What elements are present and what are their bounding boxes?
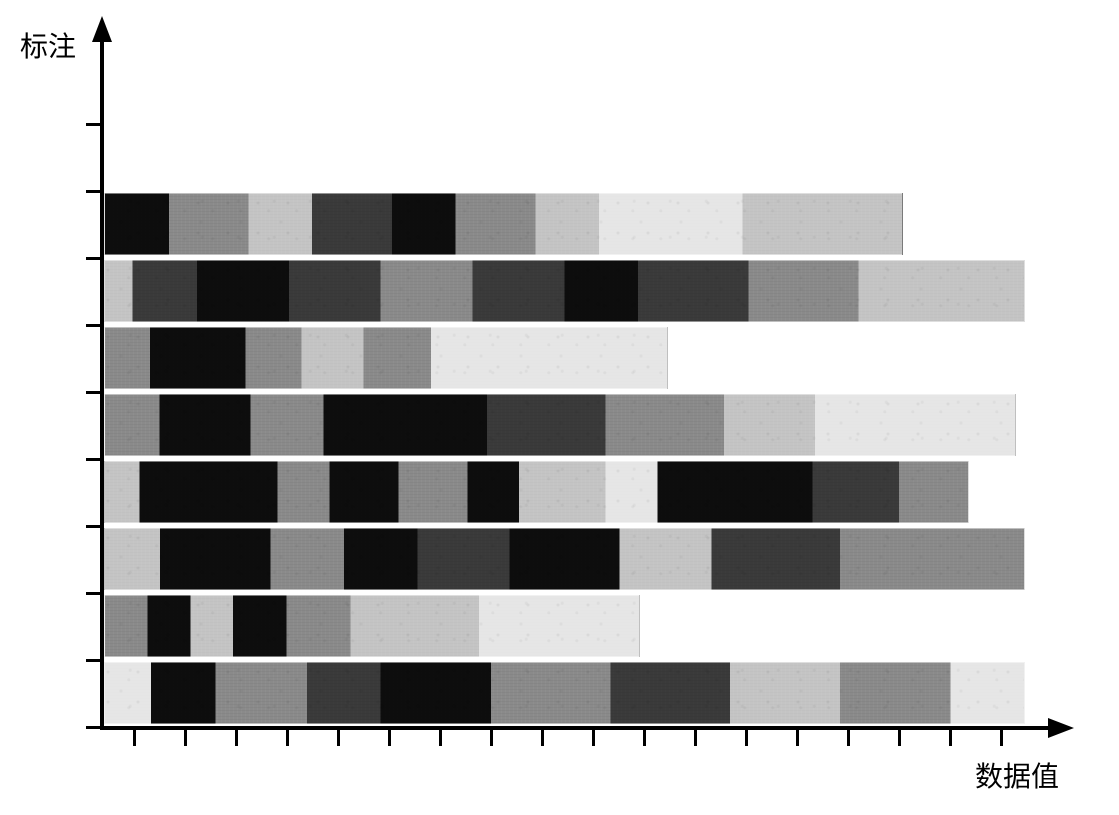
speckle-overlay [105,596,639,656]
y-tick [86,525,100,528]
x-tick [337,730,340,746]
speckle-overlay [105,529,1024,589]
speckle-overlay [105,395,1015,455]
x-tick [694,730,697,746]
y-tick [86,659,100,662]
density-bar-row [104,394,1016,456]
x-tick [286,730,289,746]
x-tick [745,730,748,746]
speckle-overlay [105,328,667,388]
x-tick [133,730,136,746]
x-tick [184,730,187,746]
x-tick [592,730,595,746]
x-axis [100,726,1050,730]
density-bar-row [104,461,969,523]
x-tick [541,730,544,746]
density-bar-row [104,193,903,255]
x-tick [949,730,952,746]
y-tick [86,458,100,461]
density-bar-chart: 标注 数据值 [20,20,1099,795]
density-bar-row [104,595,640,657]
x-tick [490,730,493,746]
speckle-overlay [105,663,1024,723]
density-bar-row [104,260,1025,322]
x-tick [1000,730,1003,746]
x-tick [796,730,799,746]
x-tick [235,730,238,746]
y-tick [86,391,100,394]
y-tick [86,324,100,327]
density-bar-row [104,662,1025,724]
y-tick [86,257,100,260]
x-tick [388,730,391,746]
x-tick [643,730,646,746]
y-tick [86,123,100,126]
speckle-overlay [105,261,1024,321]
x-tick [439,730,442,746]
speckle-overlay [105,462,968,522]
x-axis-label: 数据值 [975,755,1059,795]
density-bar-row [104,327,668,389]
x-axis-arrow-icon [1048,718,1074,738]
y-tick [86,592,100,595]
x-tick [898,730,901,746]
x-tick [847,730,850,746]
density-bar-row [104,528,1025,590]
y-tick [86,190,100,193]
plot-area [100,30,1070,740]
speckle-overlay [105,194,902,254]
y-axis-arrow-icon [92,16,112,42]
y-axis-label: 标注 [20,25,76,65]
y-tick [86,726,100,729]
